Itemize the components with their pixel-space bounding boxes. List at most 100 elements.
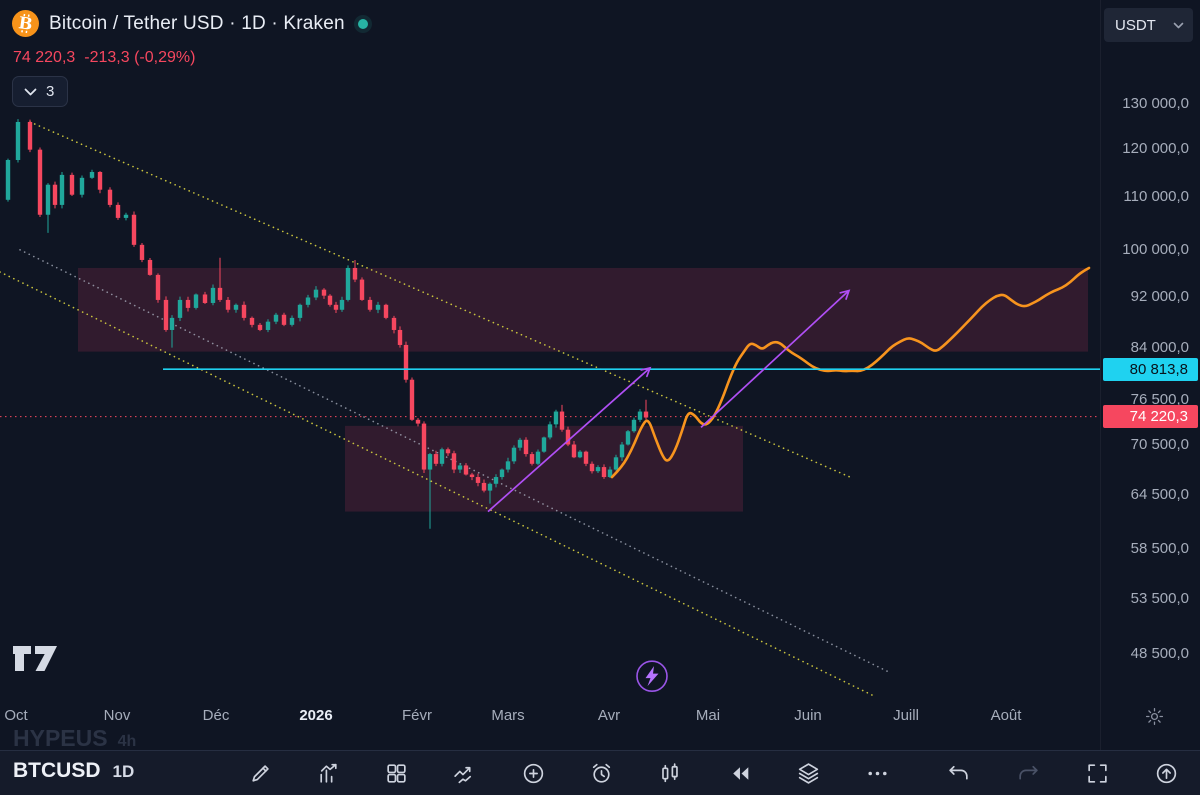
candle-body xyxy=(529,454,535,464)
axis-settings-gear-icon[interactable] xyxy=(1143,706,1165,728)
fullscreen-icon xyxy=(1087,763,1107,783)
candle-body xyxy=(225,299,231,310)
candle-body xyxy=(27,121,33,150)
candle-body xyxy=(457,465,463,470)
candle-body xyxy=(487,483,493,491)
currency-label: USDT xyxy=(1115,16,1156,34)
time-tick: 2026 xyxy=(299,707,333,724)
active-pane-label: BTCUSD 1D xyxy=(13,759,134,783)
toolbar-publish-button[interactable] xyxy=(1149,756,1183,790)
candle-body xyxy=(481,482,487,491)
layers-icon xyxy=(798,762,818,784)
candle-body xyxy=(553,411,559,425)
trend-arrow[interactable] xyxy=(700,289,850,429)
candle-body xyxy=(643,411,649,418)
trend-arrow-head xyxy=(839,289,851,300)
toolbar-replay-button[interactable] xyxy=(653,756,687,790)
time-tick: Nov xyxy=(103,707,131,724)
candle-body xyxy=(499,469,505,478)
indicators-icon xyxy=(319,763,337,783)
candle-body xyxy=(89,171,95,178)
candle-body xyxy=(511,447,517,462)
projection-line[interactable] xyxy=(610,266,1091,479)
candlestick-series xyxy=(5,119,649,529)
candle-body xyxy=(577,451,583,458)
trendline[interactable] xyxy=(19,249,891,674)
toolbar-compare-button[interactable] xyxy=(447,756,481,790)
candle-body xyxy=(359,279,365,300)
toolbar-layouts-button[interactable] xyxy=(379,756,413,790)
price-axis[interactable]: 130 000,0 120 000,0 110 000,0 100 000,0 92 0… xyxy=(1100,0,1200,750)
symbol-title[interactable]: Bitcoin / Tether USD · 1D · Kraken xyxy=(49,12,345,34)
time-tick: Août xyxy=(990,707,1022,724)
price-readout: 74 220,3 -213,3 (-0,29%) xyxy=(13,49,195,67)
toolbar-alert-button[interactable] xyxy=(584,756,618,790)
candle-body xyxy=(131,214,137,245)
object-tree-collapse-button[interactable]: 3 xyxy=(12,76,69,107)
candle-body xyxy=(535,451,541,464)
candle-body xyxy=(147,259,153,275)
last-price-tag: 74 220,3 xyxy=(1103,405,1198,429)
chevron-down-icon xyxy=(1173,22,1184,28)
trend-arrow-head xyxy=(640,366,652,378)
toolbar-layers-button[interactable] xyxy=(791,756,825,790)
candle-body xyxy=(327,295,333,305)
price-tick: 84 000,0 xyxy=(1130,338,1189,356)
toolbar-fullscreen-button[interactable] xyxy=(1080,756,1114,790)
alert-icon xyxy=(592,763,610,783)
currency-selector-button[interactable]: USDT xyxy=(1104,8,1193,42)
candle-body xyxy=(415,419,421,424)
candle-body xyxy=(439,449,445,464)
candle-body xyxy=(273,314,279,322)
quick-action-marker[interactable] xyxy=(636,660,668,692)
toolbar-draw-button[interactable] xyxy=(243,756,277,790)
candle-body xyxy=(169,317,175,330)
candle-body xyxy=(601,467,607,478)
time-axis[interactable]: Oct Nov Déc 2026 Févr Mars Avr Mai Juin Juill Août xyxy=(0,700,1100,734)
candle-body xyxy=(177,299,183,318)
candle-body xyxy=(313,289,319,298)
tradingview-logo-icon xyxy=(13,646,57,671)
price-tick: 70 500,0 xyxy=(1130,436,1189,454)
toolbar-undo-button[interactable] xyxy=(941,756,975,790)
price-tick: 48 500,0 xyxy=(1130,644,1189,662)
market-status-dot[interactable] xyxy=(357,18,368,29)
trend-arrow[interactable] xyxy=(487,367,651,513)
time-tick: Déc xyxy=(202,707,230,724)
price-tick: 100 000,0 xyxy=(1122,241,1189,259)
level-price-tag: 80 813,8 xyxy=(1103,357,1198,381)
objects-count: 3 xyxy=(46,83,55,100)
price-tick: 64 500,0 xyxy=(1130,485,1189,503)
inactive-timeframe: 4h xyxy=(117,733,137,750)
toolbar-add-button[interactable] xyxy=(516,756,550,790)
active-timeframe: 1D xyxy=(112,762,135,781)
candle-body xyxy=(297,304,303,318)
toolbar-redo-button[interactable] xyxy=(1011,756,1045,790)
toolbar-rewind-button[interactable] xyxy=(723,756,757,790)
price-chart-canvas[interactable] xyxy=(0,0,1100,750)
tradingview-logo[interactable] xyxy=(12,645,59,678)
price-tick: 92 000,0 xyxy=(1130,287,1189,305)
candle-body xyxy=(445,449,451,454)
candle-body xyxy=(155,274,161,300)
candle-body xyxy=(631,419,637,432)
candle-body xyxy=(565,429,571,445)
candle-body xyxy=(421,423,427,470)
candle-body xyxy=(202,294,208,303)
trendline[interactable] xyxy=(0,271,873,696)
toolbar-indicators-button[interactable] xyxy=(311,756,345,790)
toolbar-more-button[interactable] xyxy=(860,756,894,790)
gear-icon xyxy=(1145,707,1163,726)
candle-body xyxy=(523,439,529,455)
supply-demand-zone[interactable] xyxy=(78,267,1088,352)
candle-body xyxy=(97,171,103,190)
redo-icon xyxy=(1018,765,1038,780)
lightning-icon xyxy=(645,666,659,687)
candle-body xyxy=(427,454,433,470)
candle-body xyxy=(571,444,577,458)
last-price: 74 220,3 xyxy=(13,49,76,66)
candle-body xyxy=(352,267,358,280)
bottom-toolbar xyxy=(0,750,1200,795)
candle-body xyxy=(217,287,223,300)
